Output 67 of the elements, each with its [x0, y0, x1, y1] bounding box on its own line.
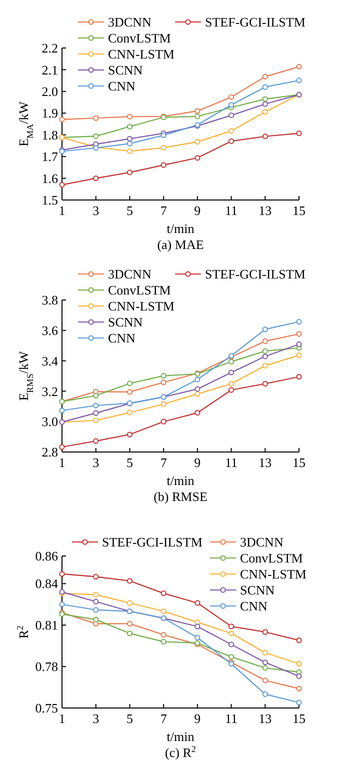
x-tick-label: 7 [160, 203, 168, 218]
y-tick-label: 0.81 [35, 618, 58, 633]
x-tick-label: 15 [292, 711, 306, 726]
text: (b) RMSE [154, 489, 208, 504]
x-tick-label: 5 [126, 203, 133, 218]
legend-label: 3DCNN [108, 266, 152, 282]
x-tick-label: 13 [258, 711, 272, 726]
x-tick-label: 15 [292, 203, 306, 218]
legend-label: CNN-LSTM [108, 298, 175, 314]
legend-label: CNN [108, 78, 136, 94]
x-tick-label: 11 [225, 455, 238, 470]
x-tick-label: 9 [194, 711, 201, 726]
y-tick-label: 0.84 [35, 576, 58, 592]
x-tick-label: 3 [92, 711, 100, 726]
y-tick-label: 1.7 [42, 149, 58, 164]
x-tick-label: 11 [225, 203, 238, 218]
x-tick-label: 11 [225, 711, 238, 726]
legend-label: STEF-GCI-ILSTM [102, 534, 203, 550]
y-tick-label: 3.2 [42, 384, 58, 399]
y-tick-label: 2.2 [42, 40, 58, 56]
x-tick-label: 13 [258, 203, 272, 218]
x-tick-label: 5 [126, 455, 133, 470]
x-axis-title: t/min [166, 729, 195, 744]
legend-label: STEF-GCI-ILSTM [205, 14, 306, 30]
legend-label: CNN-LSTM [108, 46, 175, 62]
y-tick-label: 0.75 [35, 700, 58, 716]
y-tick-label: 1.9 [42, 106, 58, 121]
x-tick-label: 9 [194, 455, 201, 470]
x-tick-label: 1 [58, 455, 66, 470]
legend-label: 3DCNN [240, 534, 284, 550]
x-axis-title: t/min [166, 221, 195, 236]
y-tick-label: 0.78 [35, 659, 58, 674]
legend-label: ConvLSTM [240, 550, 304, 566]
legend-label: ConvLSTM [108, 282, 172, 298]
x-tick-label: 1 [58, 711, 66, 726]
text: (c) R$^{2}$ [165, 744, 196, 760]
y-tick-label: 1.8 [42, 127, 58, 142]
x-tick-label: 5 [126, 711, 133, 726]
y-tick-label: 3.0 [42, 414, 58, 430]
y-tick-label: 1.5 [42, 192, 58, 208]
y-tick-label: 3.6 [42, 322, 58, 338]
legend-label: SCNN [240, 582, 276, 598]
x-tick-label: 13 [258, 455, 272, 470]
legend-label: SCNN [108, 62, 144, 78]
x-tick-label: 3 [92, 455, 100, 470]
x-tick-label: 7 [160, 455, 168, 470]
x-tick-label: 7 [160, 711, 168, 726]
y-tick-label: 3.4 [42, 353, 58, 368]
legend-label: ConvLSTM [108, 30, 172, 46]
x-tick-label: 9 [194, 203, 201, 218]
legend-label: STEF-GCI-ILSTM [205, 266, 306, 282]
x-tick-label: 15 [292, 455, 306, 470]
y-tick-label: 2.8 [42, 444, 58, 460]
y-tick-label: 2.1 [42, 62, 58, 78]
legend-label: 3DCNN [108, 14, 152, 30]
y-tick-label: 1.6 [42, 170, 58, 186]
x-tick-label: 1 [58, 203, 66, 218]
x-tick-label: 3 [92, 203, 100, 218]
y-tick-label: 0.86 [35, 548, 58, 564]
y-tick-label: 3.8 [42, 292, 58, 308]
y-tick-label: 2.0 [42, 84, 58, 99]
legend-label: SCNN [108, 314, 144, 330]
x-axis-title: t/min [166, 473, 195, 488]
legend-label: CNN [108, 330, 136, 346]
text: (a) MAE [157, 237, 204, 252]
legend-label: CNN [240, 598, 268, 614]
legend-label: CNN-LSTM [240, 566, 307, 582]
